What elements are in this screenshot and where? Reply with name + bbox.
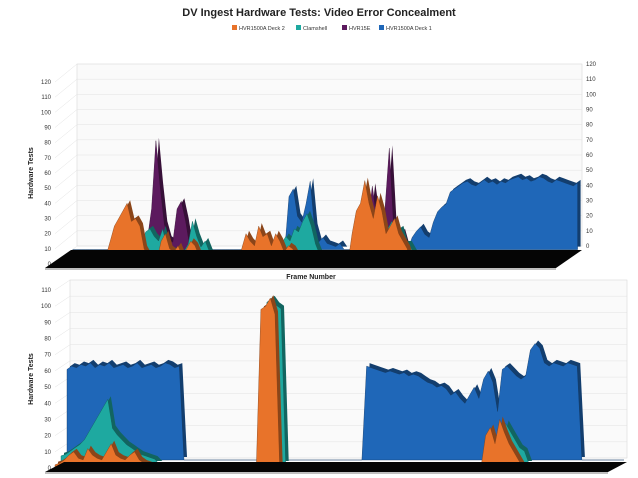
bottom-y-tick-0: 0 <box>48 466 52 472</box>
bottom-series-depth-2 <box>58 295 615 465</box>
top-grid-side-7 <box>54 139 78 159</box>
top-y-tick-7: 70 <box>44 156 51 162</box>
legend-swatch-3 <box>379 25 384 30</box>
top-y-tick-9: 90 <box>44 126 51 132</box>
bottom-y-tick-11: 110 <box>41 288 51 294</box>
top-right-tick-4: 40 <box>586 183 593 189</box>
bottom-floor <box>45 462 627 472</box>
top-grid-side-9 <box>54 109 78 128</box>
bottom-y-tick-2: 20 <box>44 434 51 440</box>
bottom-grid-side-8 <box>54 328 71 339</box>
top-right-tick-6: 60 <box>586 153 593 159</box>
top-grid-side-3 <box>54 200 78 219</box>
chart-title: DV Ingest Hardware Tests: Video Error Co… <box>182 7 456 19</box>
legend-label-1: Clamshell <box>303 26 327 32</box>
bottom-grid-side-10 <box>54 295 71 307</box>
top-y-axis-label: Hardware Tests <box>28 147 35 199</box>
panel-bottom: 0 10 20 30 40 50 60 70 80 90 100 110 Hardware Tests <box>28 279 628 474</box>
bottom-y-tick-4: 40 <box>44 401 51 407</box>
top-grid-side-1 <box>54 230 78 250</box>
bottom-y-tick-10: 100 <box>41 304 52 310</box>
bottom-grid-side-7 <box>54 344 71 355</box>
top-grid-side-2 <box>54 215 78 234</box>
bottom-y-tick-3: 30 <box>44 417 51 423</box>
bottom-series-area-0 <box>66 343 624 461</box>
legend-label-2: HVR15E <box>349 26 371 32</box>
bottom-grid-side-9 <box>54 312 71 323</box>
top-grid-side-10 <box>54 94 78 113</box>
top-right-tick-11: 110 <box>586 77 596 83</box>
top-right-tick-10: 100 <box>586 92 597 98</box>
top-y-tick-12: 120 <box>41 80 52 86</box>
bottom-y-tick-6: 60 <box>44 369 51 375</box>
top-right-tick-9: 90 <box>586 108 593 114</box>
top-grid-side-8 <box>54 124 78 143</box>
top-y-tick-1: 10 <box>44 247 51 253</box>
legend: HVR1500A Deck 2 Clamshell HVR15E HVR1500A D… <box>232 25 432 32</box>
top-y-tick-6: 60 <box>44 171 51 177</box>
legend-swatch-1 <box>296 25 301 30</box>
legend-label-0: HVR1500A Deck 2 <box>239 26 285 32</box>
top-right-tick-7: 70 <box>586 138 593 144</box>
top-grid-side-6 <box>54 154 78 174</box>
bottom-y-tick-9: 90 <box>44 320 51 326</box>
top-y-tick-11: 110 <box>41 95 51 101</box>
top-y-tick-8: 80 <box>44 141 51 147</box>
top-grid-side-12 <box>54 63 78 83</box>
bottom-y-tick-1: 10 <box>44 450 51 456</box>
legend-swatch-0 <box>232 25 237 30</box>
bottom-y-axis-label: Hardware Tests <box>28 353 35 405</box>
x-axis-label: Frame Number <box>286 274 336 281</box>
top-floor <box>45 250 582 268</box>
top-y-tick-10: 100 <box>41 110 52 116</box>
bottom-grid-side-11 <box>54 279 71 291</box>
bottom-y-tick-7: 70 <box>44 353 51 359</box>
top-y-tick-4: 40 <box>44 201 51 207</box>
legend-label-3: HVR1500A Deck 1 <box>386 26 432 32</box>
top-grid-side-4 <box>54 185 78 204</box>
top-y-tick-3: 30 <box>44 217 51 223</box>
bottom-grid-side-6 <box>54 360 71 372</box>
top-right-tick-12: 120 <box>586 62 597 68</box>
top-grid-side-11 <box>54 78 78 98</box>
bottom-y-tick-5: 50 <box>44 385 51 391</box>
bottom-y-tick-8: 80 <box>44 337 51 343</box>
top-grid-side-5 <box>54 169 78 189</box>
top-right-tick-8: 80 <box>586 123 593 129</box>
top-right-tick-2: 20 <box>586 214 593 220</box>
top-right-tick-1: 10 <box>586 229 593 235</box>
top-right-tick-5: 50 <box>586 168 593 174</box>
panel-top: 0102030405060708090100110120010203040506… <box>28 62 597 270</box>
top-right-tick-0: 0 <box>586 244 590 250</box>
legend-swatch-2 <box>342 25 347 30</box>
top-y-tick-5: 50 <box>44 186 51 192</box>
top-right-tick-3: 30 <box>586 199 593 205</box>
top-y-tick-2: 20 <box>44 232 51 238</box>
